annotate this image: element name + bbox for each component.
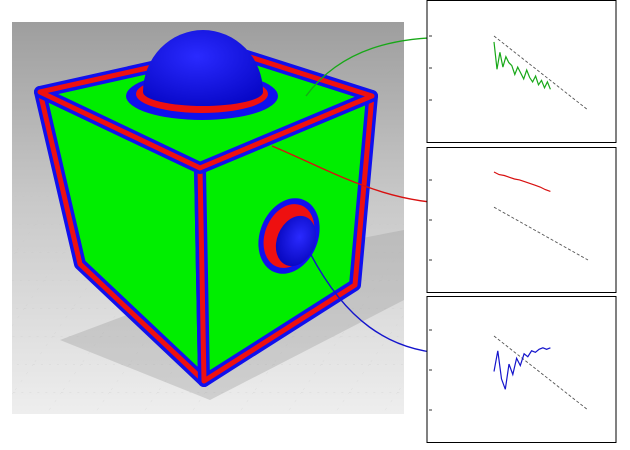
cube-left-face bbox=[40, 92, 204, 381]
side-knob bbox=[258, 198, 320, 274]
convergence-curve-red bbox=[493, 171, 551, 192]
reference-line bbox=[493, 206, 589, 261]
plot-panel-red bbox=[426, 147, 617, 293]
plot-panel-green bbox=[426, 0, 617, 143]
cube-model bbox=[34, 30, 378, 387]
convergence-curve-green bbox=[493, 41, 551, 90]
convergence-curve-blue bbox=[493, 347, 551, 390]
top-dome bbox=[126, 30, 278, 120]
plot-panel-blue bbox=[426, 296, 617, 443]
